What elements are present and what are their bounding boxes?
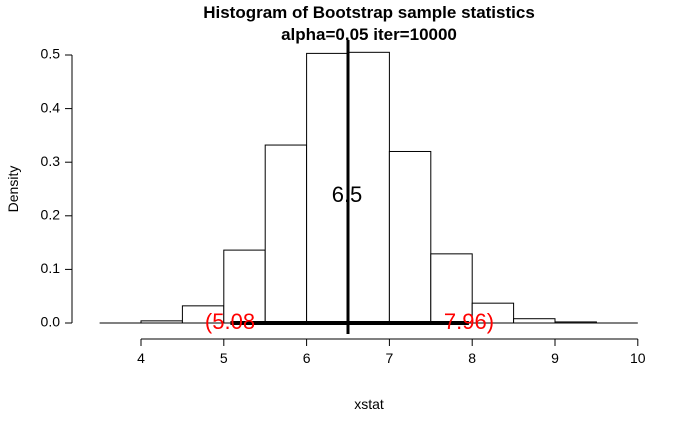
histogram-bar-3 <box>223 249 266 324</box>
y-tick-label-2: 0.2 <box>41 207 61 223</box>
y-tick-label-3: 0.3 <box>41 153 61 169</box>
x-tick-label-4: 8 <box>468 350 476 366</box>
histogram-bar-6 <box>347 51 390 324</box>
x-tick-label-2: 6 <box>303 350 311 366</box>
histogram-bar-10 <box>513 318 556 324</box>
annotation-marks <box>230 40 469 334</box>
histogram-bar-9 <box>471 302 515 324</box>
x-tick-label-5: 9 <box>551 350 559 366</box>
histogram-bar-1 <box>140 320 183 324</box>
histogram-bar-4 <box>264 144 308 324</box>
y-axis: 0.0 0.1 0.2 0.3 0.4 0.5 <box>41 46 73 330</box>
y-tick-label-0: 0.0 <box>41 314 61 330</box>
ci-upper-label: 7.96) <box>444 309 494 334</box>
y-tick-label-4: 0.4 <box>41 99 61 115</box>
chart-subtitle: alpha=0.05 iter=10000 <box>281 25 457 44</box>
x-tick-label-3: 7 <box>386 350 394 366</box>
histogram-bar-7 <box>388 150 432 324</box>
y-axis-label: Density <box>5 166 21 213</box>
histogram-bars <box>99 51 638 324</box>
x-axis: 4 5 6 7 8 9 10 <box>137 338 646 366</box>
x-tick-label-6: 10 <box>630 350 646 366</box>
histogram-bar-11 <box>554 321 597 324</box>
chart-title: Histogram of Bootstrap sample statistics <box>203 3 535 22</box>
x-tick-label-1: 5 <box>220 350 228 366</box>
y-tick-label-5: 0.5 <box>41 46 61 62</box>
center-value-label: 6.5 <box>332 182 363 207</box>
y-tick-label-1: 0.1 <box>41 260 61 276</box>
ci-lower-label: (5.08 <box>205 309 255 334</box>
histogram-bar-8 <box>430 253 473 324</box>
x-axis-label: xstat <box>354 396 384 412</box>
x-tick-label-0: 4 <box>137 350 145 366</box>
